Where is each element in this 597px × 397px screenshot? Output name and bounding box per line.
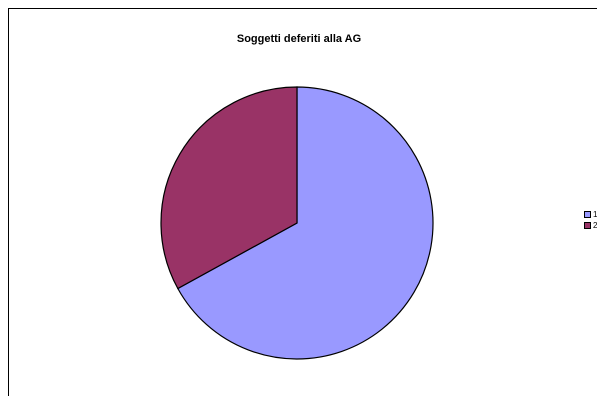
legend-swatch-2 [584,222,591,229]
chart-area: Soggetti deferiti alla AG 1 2 [8,8,597,396]
chart-title: Soggetti deferiti alla AG [236,33,362,45]
pie-slice-2 [160,86,298,290]
legend-item-2: 2 [584,220,597,231]
pie-chart [160,86,434,360]
legend-label-1: 1 [593,210,597,219]
legend-swatch-1 [584,211,591,218]
legend: 1 2 [584,209,597,231]
pie-slice-1 [177,86,434,360]
legend-label-2: 2 [593,221,597,230]
legend-item-1: 1 [584,209,597,220]
